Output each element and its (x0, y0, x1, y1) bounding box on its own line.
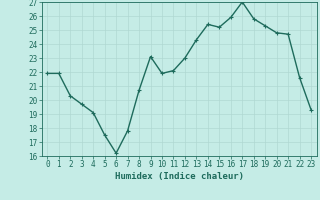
X-axis label: Humidex (Indice chaleur): Humidex (Indice chaleur) (115, 172, 244, 181)
